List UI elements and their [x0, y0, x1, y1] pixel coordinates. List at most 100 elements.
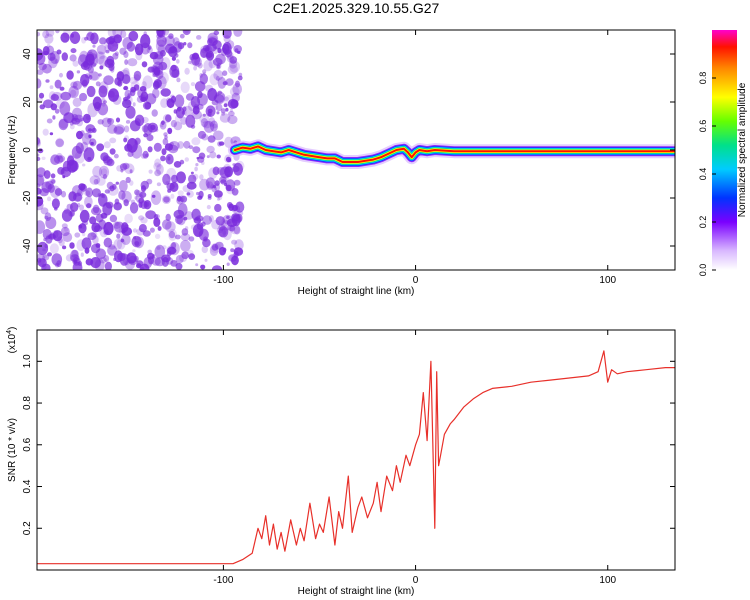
- noise-dot: [197, 195, 203, 200]
- noise-dot: [174, 115, 182, 123]
- noise-dot: [235, 201, 245, 213]
- noise-dot: [187, 42, 193, 49]
- noise-dot: [223, 35, 231, 43]
- noise-dot: [84, 196, 93, 208]
- noise-dot: [87, 232, 97, 240]
- noise-dot: [188, 60, 192, 65]
- noise-dot: [88, 74, 93, 80]
- noise-dot: [222, 247, 227, 253]
- noise-dot: [202, 215, 213, 225]
- noise-dot: [227, 64, 238, 75]
- noise-dot: [201, 221, 206, 227]
- noise-dot: [227, 115, 238, 125]
- noise-dot: [208, 117, 216, 127]
- noise-dot: [222, 81, 228, 86]
- noise-dot: [228, 59, 238, 69]
- noise-dot: [42, 264, 47, 270]
- noise-dot: [222, 41, 232, 55]
- noise-dot: [208, 59, 217, 69]
- spectrogram-y-axis-label: Frequency (Hz): [7, 116, 18, 185]
- noise-dot: [226, 51, 234, 60]
- noise-dot: [200, 48, 208, 58]
- noise-dot: [204, 258, 208, 262]
- noise-dot: [124, 213, 133, 224]
- noise-dot: [87, 102, 98, 118]
- noise-dot: [91, 207, 102, 216]
- noise-dot: [218, 226, 229, 238]
- noise-dot: [45, 30, 55, 37]
- noise-dot: [59, 101, 71, 116]
- noise-dot: [202, 69, 207, 74]
- noise-dot: [80, 252, 84, 257]
- noise-dot: [125, 120, 131, 124]
- noise-dot: [84, 247, 90, 254]
- noise-dot: [180, 116, 188, 125]
- noise-dot: [234, 48, 239, 53]
- noise-dot: [154, 169, 162, 177]
- noise-dot: [115, 181, 120, 185]
- noise-dot: [160, 155, 166, 162]
- noise-dot: [182, 30, 191, 36]
- noise-dot: [164, 143, 173, 151]
- noise-dot: [76, 70, 81, 74]
- noise-dot: [209, 73, 219, 86]
- noise-dot: [192, 105, 200, 115]
- noise-dot: [158, 71, 169, 85]
- noise-dot: [183, 30, 190, 33]
- noise-dot: [37, 148, 44, 154]
- noise-dot: [216, 111, 220, 115]
- noise-dot: [222, 70, 228, 76]
- noise-dot: [219, 166, 231, 179]
- noise-dot: [41, 156, 46, 160]
- noise-dot: [37, 183, 41, 189]
- noise-dot: [223, 103, 228, 108]
- colorbar-gradient: [712, 30, 737, 270]
- colorbar-tick-label: 0.2: [698, 216, 708, 229]
- noise-dot: [213, 69, 224, 81]
- noise-dot: [107, 245, 118, 256]
- noise-dot: [205, 84, 214, 92]
- noise-dot: [108, 90, 115, 98]
- noise-dot: [84, 132, 93, 140]
- noise-dot: [118, 224, 127, 236]
- noise-dot: [70, 81, 78, 89]
- noise-dot: [88, 134, 92, 139]
- noise-dot: [98, 165, 110, 179]
- noise-dot: [37, 196, 44, 207]
- noise-dot: [237, 75, 243, 81]
- noise-dot: [52, 115, 56, 120]
- noise-dot: [38, 258, 47, 268]
- spectrogram-axes: -100 0 100 40 20 0 -20 -40: [22, 30, 675, 286]
- noise-dot: [61, 223, 68, 229]
- figure-title: C2E1.2025.329.10.55.G27: [273, 0, 440, 16]
- noise-dot: [228, 159, 232, 163]
- noise-dot: [51, 198, 60, 210]
- noise-dot: [231, 205, 238, 212]
- noise-dot: [132, 249, 136, 253]
- noise-dot: [160, 88, 171, 97]
- noise-dot: [129, 202, 139, 214]
- noise-dot: [42, 99, 54, 109]
- noise-dot: [90, 257, 101, 269]
- noise-dot: [188, 174, 197, 184]
- noise-dot: [70, 202, 79, 212]
- noise-dot: [190, 124, 196, 129]
- noise-dot: [177, 190, 184, 196]
- noise-dot: [226, 54, 235, 63]
- noise-dot: [90, 32, 99, 45]
- noise-dot: [70, 89, 77, 98]
- noise-dot: [98, 219, 107, 230]
- noise-dot: [168, 33, 174, 39]
- noise-dot: [138, 224, 147, 233]
- noise-dot: [215, 62, 222, 70]
- noise-dot: [186, 190, 194, 198]
- noise-dot: [100, 98, 106, 103]
- noise-dot: [212, 123, 218, 129]
- noise-dot: [232, 83, 242, 96]
- noise-dot: [129, 169, 133, 174]
- noise-dot: [194, 81, 206, 92]
- noise-dot: [54, 188, 63, 196]
- noise-dot: [233, 162, 243, 176]
- noise-dot: [107, 30, 116, 38]
- noise-dot: [184, 226, 189, 231]
